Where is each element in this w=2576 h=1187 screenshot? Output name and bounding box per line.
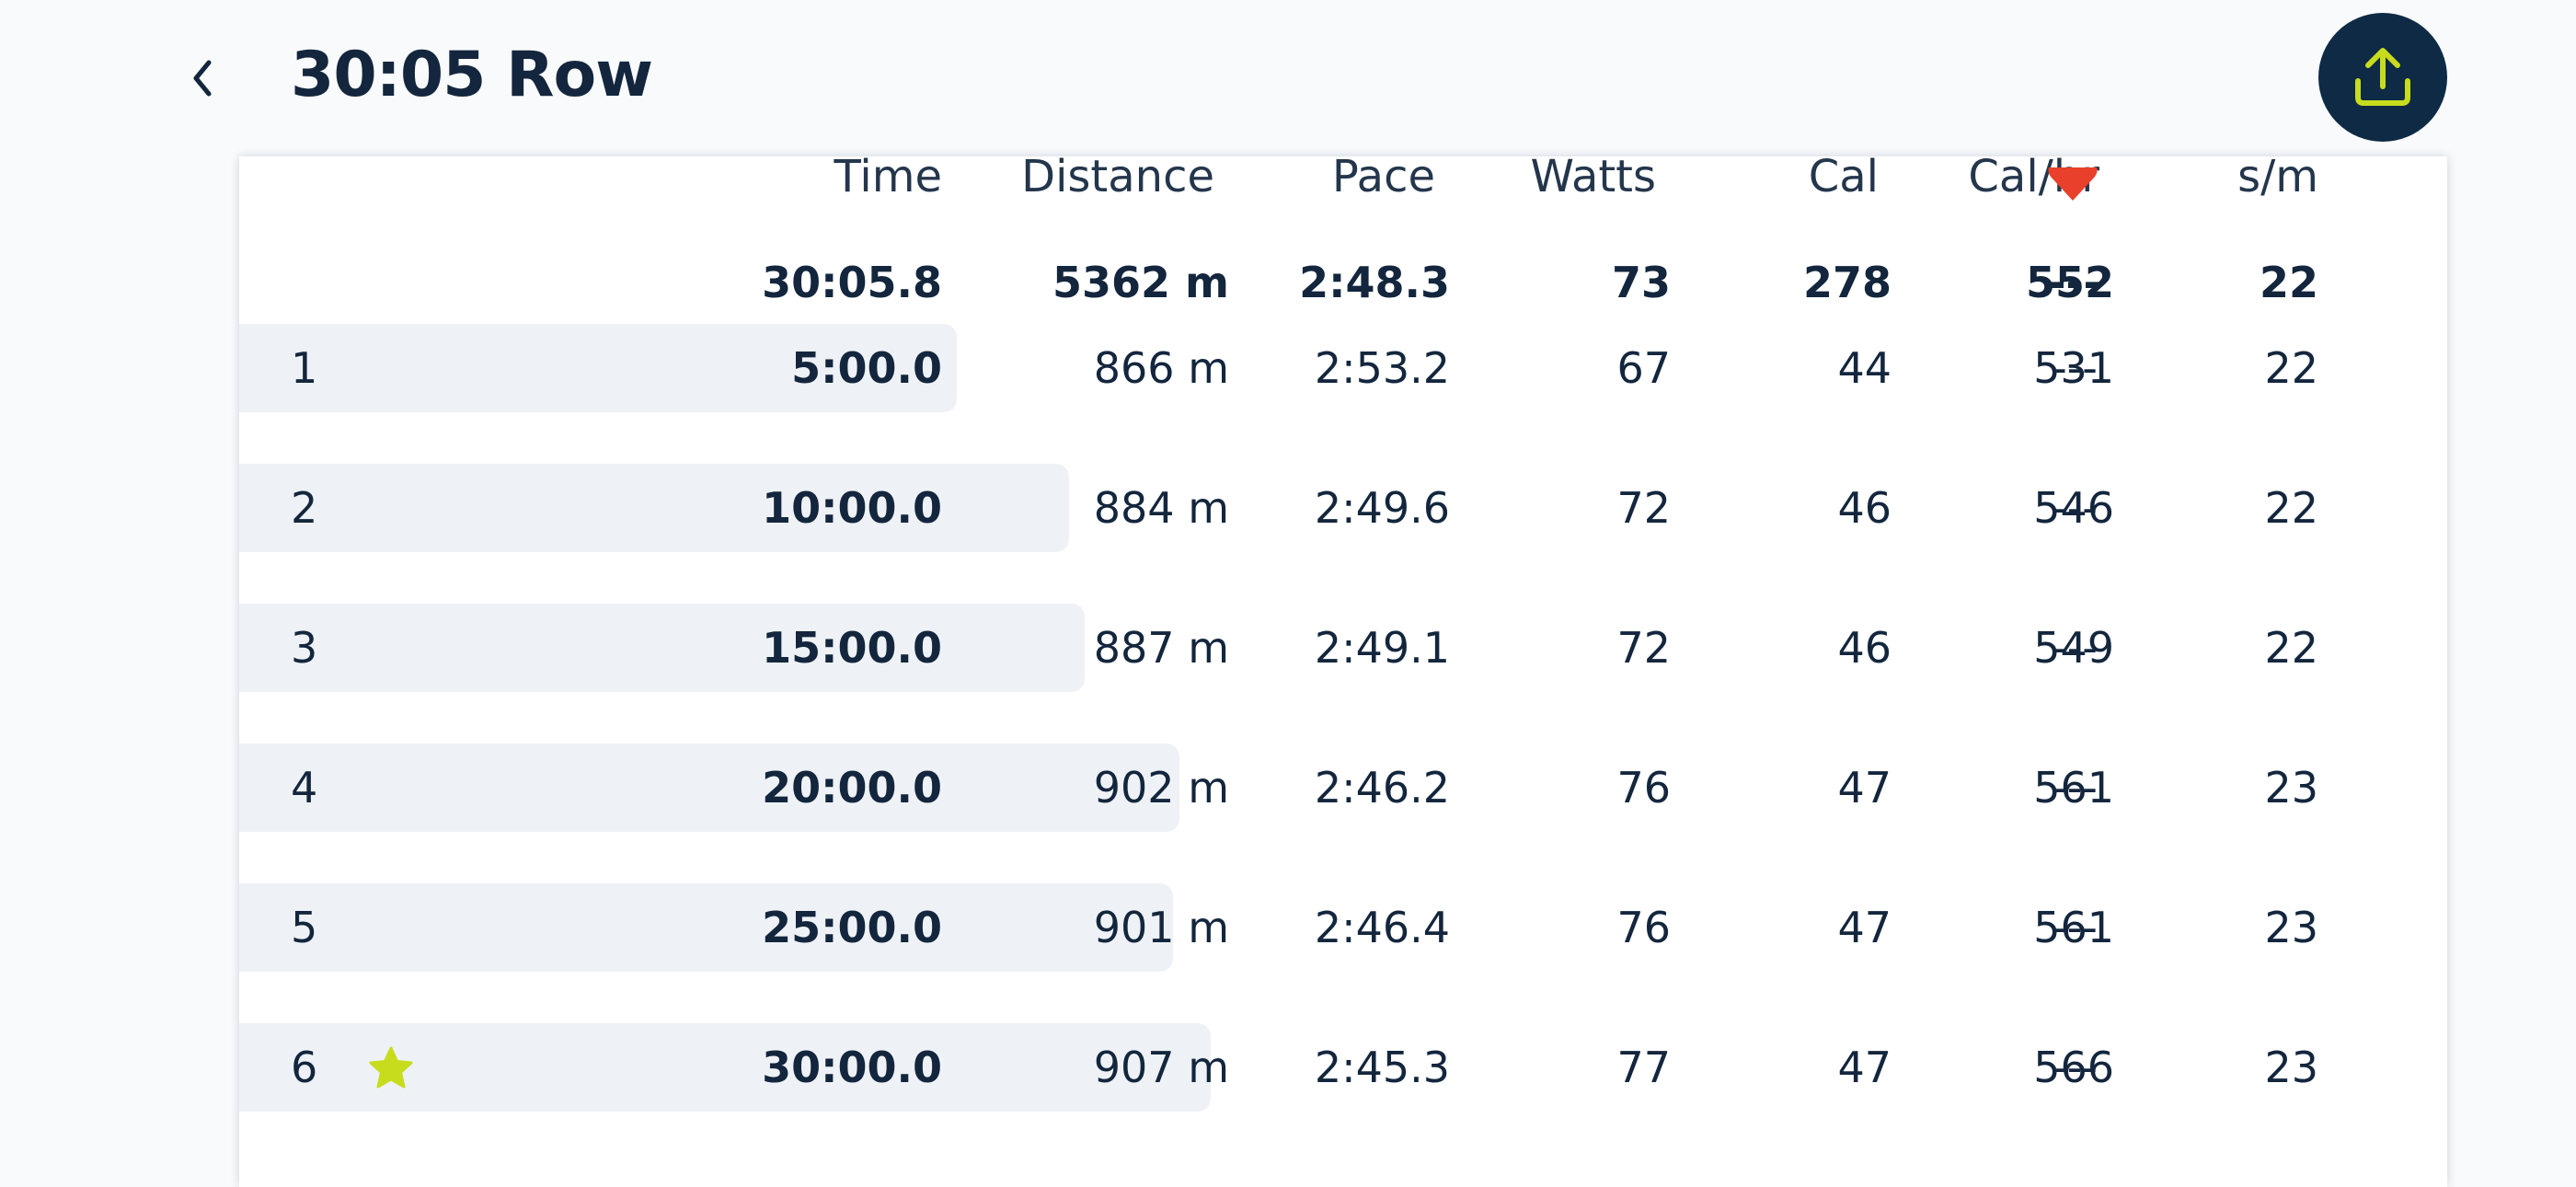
split-distance-bar bbox=[239, 464, 1069, 552]
table-row: 4 20:00.0 902 m 2:46.2 76 47 561 --- 23 bbox=[239, 743, 2447, 832]
split-pace: 2:46.2 bbox=[1314, 763, 1450, 812]
upload-icon bbox=[2355, 48, 2410, 106]
split-distance: 901 m bbox=[1093, 903, 1229, 952]
split-cal: 47 bbox=[1837, 903, 1892, 952]
header-watts: Watts bbox=[1530, 156, 1656, 202]
table-row: 3 15:00.0 887 m 2:49.1 72 46 549 --- 22 bbox=[239, 604, 2447, 692]
header-cal: Cal bbox=[1808, 156, 1879, 202]
table-row: 6 30:00.0 907 m 2:45.3 77 47 566 --- 23 bbox=[239, 1023, 2447, 1112]
split-distance-bar bbox=[239, 324, 957, 412]
table-row: 5 25:00.0 901 m 2:46.4 76 47 561 --- 23 bbox=[239, 883, 2447, 972]
split-distance-bar bbox=[239, 604, 1085, 692]
total-strokes-per-minute: 22 bbox=[2259, 258, 2318, 307]
split-heart-rate: --- bbox=[2052, 483, 2098, 533]
split-watts: 72 bbox=[1616, 483, 1671, 533]
header-distance: Distance bbox=[1021, 156, 1214, 202]
table-row: 1 5:00.0 866 m 2:53.2 67 44 531 --- 22 bbox=[239, 324, 2447, 412]
split-cal: 46 bbox=[1837, 623, 1892, 673]
split-pace: 2:53.2 bbox=[1314, 343, 1450, 393]
share-button[interactable] bbox=[2318, 13, 2447, 142]
split-number: 6 bbox=[291, 1043, 318, 1092]
total-heart-rate: --- bbox=[2048, 258, 2101, 307]
back-button[interactable] bbox=[175, 46, 230, 110]
split-cal: 44 bbox=[1837, 343, 1892, 393]
split-heart-rate: --- bbox=[2052, 763, 2098, 812]
top-bar: 30:05 Row bbox=[0, 0, 2576, 156]
splits-card: Time Distance Pace Watts Cal Cal/hr s/m … bbox=[239, 156, 2447, 1187]
split-cal-hr: 549 bbox=[2033, 623, 2114, 673]
split-watts: 77 bbox=[1616, 1043, 1671, 1092]
split-number: 5 bbox=[291, 903, 318, 952]
split-heart-rate: --- bbox=[2052, 903, 2098, 952]
split-time: 25:00.0 bbox=[762, 903, 942, 952]
table-row: 2 10:00.0 884 m 2:49.6 72 46 546 --- 22 bbox=[239, 464, 2447, 552]
split-time: 5:00.0 bbox=[791, 343, 942, 393]
split-distance: 884 m bbox=[1093, 483, 1229, 533]
split-cal-hr: 561 bbox=[2033, 763, 2114, 812]
split-cal: 46 bbox=[1837, 483, 1892, 533]
total-time: 30:05.8 bbox=[762, 258, 942, 307]
split-distance: 902 m bbox=[1093, 763, 1229, 812]
split-strokes-per-minute: 23 bbox=[2264, 1043, 2318, 1092]
split-strokes-per-minute: 22 bbox=[2264, 343, 2318, 393]
split-cal-hr: 531 bbox=[2033, 343, 2114, 393]
split-strokes-per-minute: 22 bbox=[2264, 483, 2318, 533]
total-pace: 2:48.3 bbox=[1299, 258, 1450, 307]
split-number: 3 bbox=[291, 623, 318, 673]
total-cal-hr: 552 bbox=[2025, 258, 2114, 307]
split-strokes-per-minute: 23 bbox=[2264, 903, 2318, 952]
split-heart-rate: --- bbox=[2052, 623, 2098, 673]
split-pace: 2:46.4 bbox=[1314, 903, 1450, 952]
split-time: 15:00.0 bbox=[762, 623, 942, 673]
split-number: 1 bbox=[291, 343, 318, 393]
split-pace: 2:45.3 bbox=[1314, 1043, 1450, 1092]
split-watts: 76 bbox=[1616, 763, 1671, 812]
split-time: 30:00.0 bbox=[762, 1043, 942, 1092]
split-strokes-per-minute: 22 bbox=[2264, 623, 2318, 673]
split-number: 4 bbox=[291, 763, 318, 812]
split-cal-hr: 546 bbox=[2033, 483, 2114, 533]
split-watts: 72 bbox=[1616, 623, 1671, 673]
split-distance: 907 m bbox=[1093, 1043, 1229, 1092]
header-strokes-per-minute: s/m bbox=[2237, 156, 2318, 202]
split-time: 10:00.0 bbox=[762, 483, 942, 533]
split-strokes-per-minute: 23 bbox=[2264, 763, 2318, 812]
chevron-left-icon bbox=[193, 60, 212, 97]
total-cal: 278 bbox=[1802, 258, 1892, 307]
split-cal: 47 bbox=[1837, 1043, 1892, 1092]
split-distance-bar bbox=[239, 743, 1179, 832]
split-time: 20:00.0 bbox=[762, 763, 942, 812]
split-heart-rate: --- bbox=[2052, 1043, 2098, 1092]
split-watts: 76 bbox=[1616, 903, 1671, 952]
table-header: Time Distance Pace Watts Cal Cal/hr s/m bbox=[239, 156, 2447, 223]
split-cal: 47 bbox=[1837, 763, 1892, 812]
header-time: Time bbox=[834, 156, 942, 202]
split-distance-bar bbox=[239, 883, 1173, 972]
total-watts: 73 bbox=[1611, 258, 1671, 307]
split-pace: 2:49.1 bbox=[1314, 623, 1450, 673]
split-distance: 887 m bbox=[1093, 623, 1229, 673]
page-title: 30:05 Row bbox=[291, 39, 653, 111]
split-watts: 67 bbox=[1616, 343, 1671, 393]
total-distance: 5362 m bbox=[1052, 258, 1229, 307]
split-cal-hr: 561 bbox=[2033, 903, 2114, 952]
split-heart-rate: --- bbox=[2052, 343, 2098, 393]
totals-row: 30:05.8 5362 m 2:48.3 73 278 552 --- 22 bbox=[239, 232, 2447, 333]
split-distance: 866 m bbox=[1093, 343, 1229, 393]
star-icon bbox=[369, 1046, 413, 1089]
split-number: 2 bbox=[291, 483, 318, 533]
split-cal-hr: 566 bbox=[2033, 1043, 2114, 1092]
heart-icon bbox=[2048, 167, 2098, 201]
header-pace: Pace bbox=[1331, 156, 1435, 202]
split-pace: 2:49.6 bbox=[1314, 483, 1450, 533]
